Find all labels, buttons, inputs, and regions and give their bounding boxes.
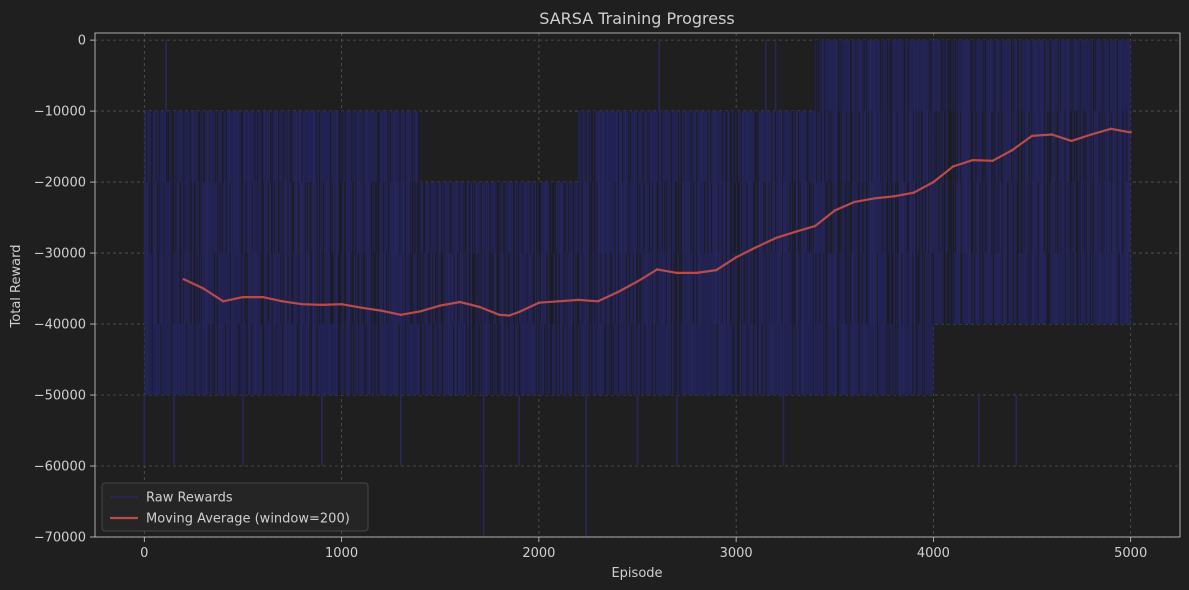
moving-average-point: [892, 195, 896, 198]
moving-average-point: [833, 209, 836, 212]
moving-average-point: [656, 268, 659, 271]
moving-average-point: [596, 300, 600, 303]
moving-average-point: [360, 306, 363, 309]
moving-average-point: [439, 304, 442, 307]
moving-average-point: [951, 165, 955, 168]
moving-average-point: [222, 300, 225, 303]
y-tick-label: −70000: [34, 531, 86, 546]
moving-average-point: [182, 278, 185, 281]
moving-average-point: [616, 290, 619, 294]
x-tick-label: 3000: [720, 546, 753, 561]
moving-average-series: [182, 127, 1132, 317]
moving-average-point: [241, 295, 245, 299]
moving-average-point: [794, 230, 797, 233]
moving-average-point: [498, 313, 501, 317]
moving-average-point: [991, 159, 994, 162]
raw-rewards-series: [143, 40, 1131, 537]
x-tick-label: 1000: [325, 546, 358, 561]
x-tick-label: 4000: [917, 546, 950, 561]
moving-average-point: [261, 295, 264, 299]
moving-average-point: [971, 158, 975, 162]
moving-average-point: [1109, 127, 1113, 131]
legend: Raw Rewards Moving Average (window=200): [101, 482, 369, 532]
moving-average-point: [873, 197, 876, 200]
moving-average-point: [1070, 139, 1073, 143]
moving-average-point: [537, 301, 541, 304]
axis-ticks: 0 1000 2000 3000 4000 5000 0 −10000 −20000 −30000…: [34, 34, 1147, 561]
moving-average-point: [577, 298, 580, 302]
y-tick-label: −20000: [34, 176, 86, 191]
x-tick-label: 5000: [1114, 546, 1147, 561]
moving-average-point: [1090, 133, 1093, 136]
legend-raw-rewards-label: Raw Rewards: [146, 491, 233, 506]
moving-average-point: [478, 305, 481, 309]
y-tick-label: 0: [78, 34, 86, 49]
moving-average-point: [853, 200, 856, 204]
y-tick-label: −10000: [34, 105, 86, 120]
moving-average-point: [754, 246, 758, 249]
x-tick-label: 0: [140, 546, 148, 561]
moving-average-point: [774, 236, 777, 240]
moving-average-point: [1050, 133, 1053, 136]
x-tick-label: 2000: [522, 546, 555, 561]
y-tick-label: −40000: [34, 318, 86, 333]
moving-average-point: [281, 300, 284, 303]
x-axis-label: Episode: [611, 566, 662, 581]
moving-average-point: [300, 302, 304, 306]
moving-average-point: [320, 303, 324, 307]
y-tick-label: −60000: [34, 460, 86, 475]
moving-average-point: [695, 271, 698, 275]
legend-box: [101, 482, 369, 532]
moving-average-point: [1011, 148, 1014, 152]
moving-average-point: [399, 313, 402, 317]
moving-average-point: [636, 280, 639, 283]
plot-frame: [94, 32, 1181, 538]
moving-average-point: [517, 310, 521, 314]
moving-average-point: [508, 314, 511, 317]
moving-average-point: [675, 271, 679, 275]
axes-spines: [94, 32, 1181, 538]
moving-average-point: [715, 268, 718, 272]
moving-average-point: [419, 310, 422, 313]
y-tick-label: −50000: [34, 389, 86, 404]
y-tick-label: −30000: [34, 247, 86, 262]
chart-title: SARSA Training Progress: [539, 9, 735, 28]
moving-average-point: [1030, 134, 1034, 138]
moving-average-point: [813, 224, 817, 228]
moving-average-point: [932, 180, 935, 184]
moving-average-point: [340, 302, 343, 306]
y-axis-label: Total Reward: [9, 245, 24, 329]
moving-average-line: [183, 127, 1131, 317]
moving-average-point: [202, 287, 205, 290]
legend-moving-average-label: Moving Average (window=200): [146, 512, 350, 527]
moving-average-point: [458, 300, 462, 304]
moving-average-point: [379, 309, 383, 312]
moving-average-point: [912, 191, 915, 194]
moving-average-point: [1129, 131, 1132, 134]
moving-average-point: [557, 300, 560, 303]
moving-average-point: [734, 256, 738, 259]
